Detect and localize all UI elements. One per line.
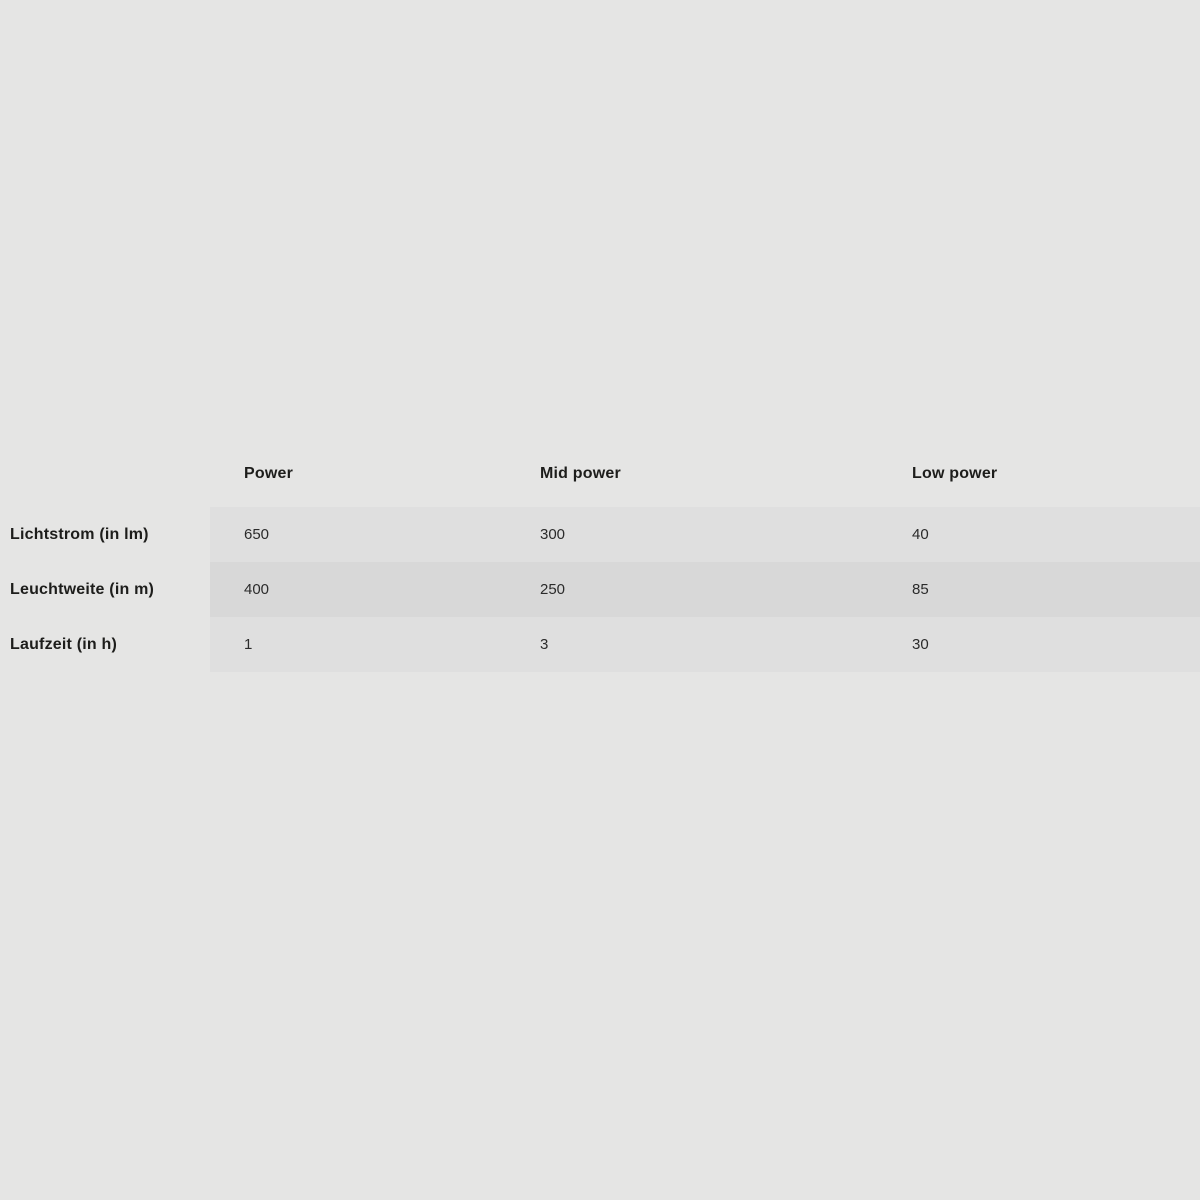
cell-leuchtweite-low-power: 85 [878,562,1200,617]
cell-leuchtweite-power: 400 [210,562,506,617]
column-header-low-power: Low power [912,465,998,482]
cell-lichtstrom-power: 650 [210,507,506,562]
cell-lichtstrom-low-power: 40 [878,507,1200,562]
table-row-leuchtweite: Leuchtweite (in m) 400 250 85 [0,562,1200,617]
cell-lichtstrom-mid-power: 300 [506,507,878,562]
row-header-laufzeit: Laufzeit (in h) [10,635,117,653]
cell-leuchtweite-mid-power: 250 [506,562,878,617]
row-header-lichtstrom: Lichtstrom (in lm) [10,525,149,543]
cell-laufzeit-mid-power: 3 [506,617,878,672]
cell-laufzeit-power: 1 [210,617,506,672]
row-header-leuchtweite: Leuchtweite (in m) [10,580,155,598]
header-spacer-cell [0,446,210,502]
table-row-laufzeit: Laufzeit (in h) 1 3 30 [0,617,1200,672]
column-header-mid-power: Mid power [540,465,621,482]
spec-table: Power Mid power Low power Lichtstrom (in… [0,446,1200,672]
spec-table-header-row: Power Mid power Low power [0,446,1200,502]
column-header-power: Power [244,465,294,482]
table-row-lichtstrom: Lichtstrom (in lm) 650 300 40 [0,507,1200,562]
cell-laufzeit-low-power: 30 [878,617,1200,672]
